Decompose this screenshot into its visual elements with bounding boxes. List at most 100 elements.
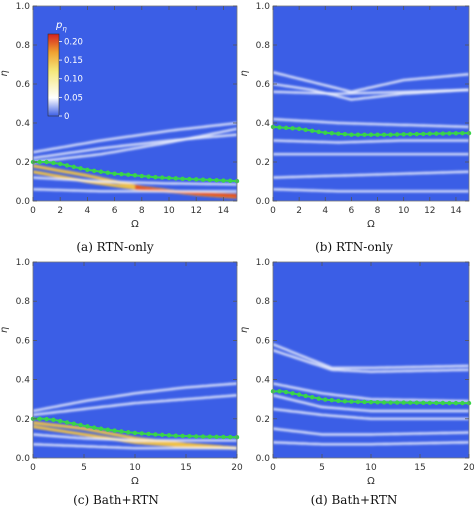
mean-eta-point <box>78 422 83 428</box>
mean-eta-point <box>394 400 400 405</box>
y-tick-label: 1.0 <box>16 258 31 268</box>
x-tick-label: 5 <box>81 463 87 473</box>
mean-eta-point <box>316 129 321 134</box>
heatmap-background <box>273 6 469 201</box>
mean-eta-point <box>381 400 387 405</box>
density-streak <box>273 349 469 374</box>
x-tick-label: 2 <box>57 206 63 216</box>
density-streak <box>33 127 237 164</box>
y-tick-label: 0.4 <box>256 119 271 129</box>
caption-c: (c) Bath+RTN <box>73 493 159 507</box>
y-tick-label: 0.8 <box>256 297 271 307</box>
mean-eta-point <box>64 420 70 425</box>
mean-eta-point <box>277 125 282 130</box>
mean-eta-point <box>349 132 354 137</box>
mean-eta-point <box>200 434 206 439</box>
mean-eta-point <box>316 396 321 401</box>
density-streak <box>33 394 237 417</box>
colorbar-title: pη <box>55 20 67 33</box>
mean-eta-point <box>460 400 465 406</box>
mean-eta-point <box>228 434 233 440</box>
mean-eta-point <box>290 126 295 131</box>
panel-c: 0 5 10 15 20 0.0 0.2 0.4 0.6 0.8 1.0 Ωη <box>0 258 243 487</box>
y-tick-label: 0.8 <box>256 41 271 51</box>
mean-eta-point <box>51 160 56 166</box>
y-tick-label: 0.6 <box>16 80 31 90</box>
mean-eta-point <box>447 131 452 136</box>
density-streak <box>273 71 469 94</box>
mean-eta-point <box>310 395 315 400</box>
mean-eta-point <box>355 399 361 405</box>
mean-eta-point <box>132 173 138 178</box>
mean-eta-point <box>355 132 361 137</box>
y-tick-label: 0.0 <box>16 454 31 464</box>
mean-eta-point <box>381 132 387 137</box>
mean-eta-point <box>296 392 302 397</box>
mean-eta-point <box>194 177 199 182</box>
mean-eta-point <box>453 400 459 406</box>
mean-eta-point <box>414 400 419 405</box>
x-tick-label: 10 <box>398 206 410 216</box>
mean-eta-point <box>440 400 446 406</box>
mean-eta-point <box>160 175 165 180</box>
x-tick-label: 0 <box>270 206 276 216</box>
density-streak <box>273 88 469 95</box>
x-tick-label: 6 <box>112 206 118 216</box>
x-tick-label: 0 <box>30 206 36 216</box>
y-axis-label: η <box>239 70 250 76</box>
mean-eta-point <box>180 433 185 439</box>
mean-eta-point <box>98 169 104 174</box>
mean-eta-point <box>64 163 70 168</box>
x-axis-label: Ω <box>367 219 375 230</box>
mean-eta-point <box>58 161 63 167</box>
mean-eta-point <box>362 399 367 405</box>
y-tick-label: 0.0 <box>256 454 271 464</box>
mean-eta-point <box>453 131 459 136</box>
mean-eta-point <box>421 400 426 405</box>
mean-eta-point <box>447 400 452 406</box>
x-tick-label: 8 <box>139 206 145 216</box>
mean-eta-point <box>200 177 206 182</box>
mean-eta-point <box>37 159 42 165</box>
mean-eta-point <box>44 416 49 422</box>
mean-eta-point <box>166 433 172 438</box>
mean-eta-point <box>194 434 199 439</box>
mean-eta-point <box>187 176 192 182</box>
mean-eta-point <box>460 131 465 136</box>
mean-eta-point <box>58 418 63 424</box>
density-streak <box>33 188 237 193</box>
density-streak <box>273 170 469 179</box>
mean-eta-point <box>126 172 131 177</box>
mean-eta-point <box>375 400 380 405</box>
colorbar-tick-label: 0.20 <box>64 37 83 47</box>
colorbar: 0.20 0.15 0.10 0.05 0 pη <box>47 20 83 122</box>
x-tick-label: 12 <box>190 206 201 216</box>
mean-eta-point <box>132 430 138 436</box>
density-streak <box>273 188 469 193</box>
mean-eta-point <box>187 433 192 439</box>
mean-eta-point <box>85 424 90 429</box>
y-tick-label: 0.2 <box>256 158 270 168</box>
mean-eta-point <box>221 434 226 440</box>
mean-eta-point <box>180 176 185 181</box>
x-tick-label: 6 <box>349 206 355 216</box>
mean-eta-point <box>349 399 354 404</box>
mean-eta-point <box>214 434 219 440</box>
density-streak <box>273 139 469 144</box>
y-tick-label: 0.6 <box>16 336 31 346</box>
mean-eta-point <box>126 430 131 435</box>
mean-eta-point <box>414 131 419 137</box>
mean-eta-point <box>139 431 144 436</box>
y-tick-label: 0.2 <box>256 415 270 425</box>
mean-eta-point <box>207 177 212 183</box>
x-tick-label: 0 <box>30 463 36 473</box>
mean-eta-point <box>375 132 380 137</box>
mean-eta-point <box>105 170 111 175</box>
density-streak <box>33 133 237 160</box>
x-tick-label: 20 <box>231 463 243 473</box>
mean-eta-point <box>112 171 117 176</box>
density-streak <box>273 427 469 436</box>
y-tick-label: 1.0 <box>16 2 31 12</box>
x-tick-label: 10 <box>365 463 377 473</box>
x-tick-label: 2 <box>296 206 302 216</box>
